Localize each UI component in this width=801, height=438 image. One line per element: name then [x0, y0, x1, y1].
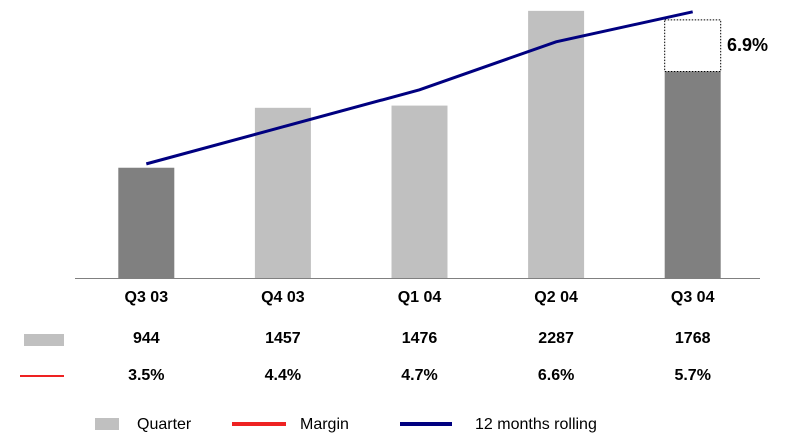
x-tick-label: Q4 03 — [261, 289, 305, 306]
value-label: 2287 — [538, 330, 574, 347]
bar — [254, 107, 311, 278]
x-tick-label: Q2 04 — [534, 289, 578, 306]
row-key — [24, 334, 64, 346]
margin-label: 4.7% — [401, 367, 437, 384]
legend-label: 12 months rolling — [475, 416, 597, 433]
rolling-line — [145, 10, 694, 166]
legend-swatch — [95, 418, 119, 430]
bar — [664, 71, 721, 278]
value-label: 1768 — [675, 330, 711, 347]
x-tick-label: Q1 04 — [398, 289, 442, 306]
bar — [391, 105, 448, 278]
legend-label: Margin — [300, 416, 349, 433]
bar — [118, 167, 175, 278]
x-tick-label: Q3 04 — [671, 289, 715, 306]
x-tick-label: Q3 03 — [125, 289, 169, 306]
margin-label: 5.7% — [674, 367, 710, 384]
legend-label: Quarter — [137, 416, 192, 433]
margin-label: 4.4% — [265, 367, 301, 384]
bar — [528, 10, 585, 278]
margin-label: 3.5% — [128, 367, 164, 384]
annotation-box — [664, 19, 722, 72]
value-label: 1476 — [402, 330, 438, 347]
annotation: 6.9% — [727, 35, 768, 55]
value-label: 944 — [133, 330, 160, 347]
margin-label: 6.6% — [538, 367, 574, 384]
value-label: 1457 — [265, 330, 301, 347]
